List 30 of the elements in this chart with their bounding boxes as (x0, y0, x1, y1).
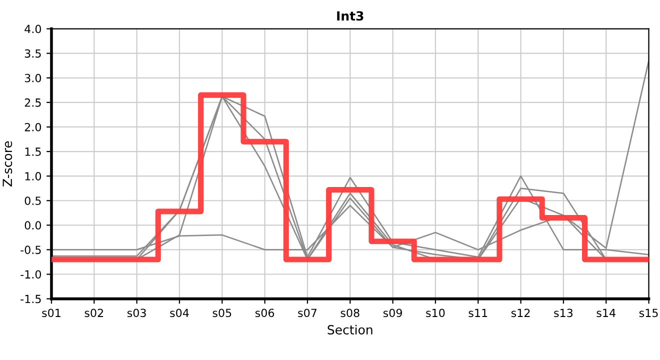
x-tick-label: s11 (468, 308, 488, 318)
x-tick-label: s13 (554, 308, 573, 318)
y-tick-label: 2.5 (24, 98, 41, 107)
x-tick-label: s08 (340, 308, 360, 318)
x-tick-label: s01 (42, 308, 60, 318)
y-tick-label: 3.5 (24, 49, 41, 58)
x-tick-label: s03 (127, 308, 146, 318)
y-tick-label: 1.5 (25, 148, 41, 156)
x-tick-label: s15 (639, 308, 658, 318)
y-tick-label: 3.0 (24, 74, 42, 82)
chart-title: Int3 (337, 11, 364, 21)
y-tick-label: 1.0 (25, 172, 42, 180)
y-tick-label: -0.5 (20, 246, 41, 254)
x-tick-label: s05 (212, 308, 232, 318)
y-tick-label: 2.0 (24, 122, 42, 132)
y-tick-label: 0.5 (24, 196, 41, 205)
y-tick-label: 0.0 (24, 221, 42, 230)
x-tick-label: s07 (298, 308, 316, 318)
x-tick-label: s12 (511, 308, 530, 318)
y-tick-label: -1.0 (20, 270, 42, 279)
x-tick-label: s09 (383, 308, 402, 318)
x-tick-label: s10 (426, 308, 445, 318)
x-axis-title: Section (328, 324, 372, 335)
x-tick-label: s02 (84, 308, 103, 318)
y-tick-label: 4.0 (24, 24, 42, 34)
y-tick-label: -1.5 (20, 294, 41, 304)
x-tick-label: s14 (596, 308, 616, 318)
x-tick-label: s04 (170, 308, 189, 318)
x-tick-label: s06 (255, 308, 274, 318)
y-axis-title: Z-score (2, 141, 12, 186)
